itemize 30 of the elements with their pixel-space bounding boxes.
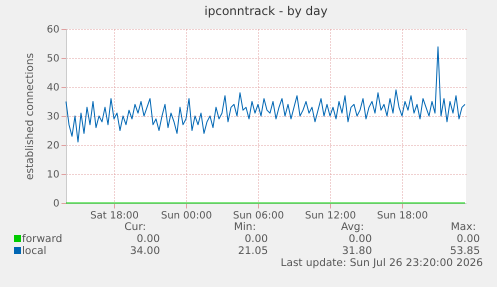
text: 0.00 bbox=[456, 233, 480, 245]
text: Last update: Sun Jul 26 23:20:00 2026 bbox=[280, 257, 483, 269]
text: 21.05 bbox=[238, 245, 268, 257]
y-tick-label: 50 bbox=[46, 54, 60, 64]
y-tick-label: 20 bbox=[46, 140, 60, 152]
x-tick-label: Sun 18:00 bbox=[376, 210, 428, 222]
y-tick-label: 0 bbox=[53, 198, 60, 210]
text: 0.00 bbox=[244, 233, 268, 245]
legend-label: forward bbox=[21, 233, 62, 245]
x-tick-label: Sun 00:00 bbox=[160, 210, 212, 222]
text: 0.00 bbox=[136, 233, 160, 245]
text: Min: bbox=[234, 221, 256, 233]
legend-label: local bbox=[21, 245, 46, 257]
text: 31.80 bbox=[342, 245, 372, 257]
y-tick-label: 10 bbox=[46, 170, 60, 180]
text: 53.85 bbox=[450, 245, 480, 257]
chart-title: ipconntrack - by day bbox=[204, 4, 328, 18]
text: 34.00 bbox=[130, 245, 160, 257]
x-tick-label: Sun 06:00 bbox=[232, 210, 284, 222]
line-series bbox=[66, 46, 466, 142]
x-tick-label: Sun 12:00 bbox=[304, 210, 356, 222]
text: Cur: bbox=[124, 221, 146, 233]
text: 0.00 bbox=[348, 233, 372, 245]
y-tick-label: 30 bbox=[46, 112, 60, 122]
text: Max: bbox=[450, 221, 476, 233]
y-tick-label: 60 bbox=[46, 24, 60, 36]
x-tick-label: Sat 18:00 bbox=[90, 210, 139, 222]
y-tick-label: 40 bbox=[46, 82, 60, 94]
text: Avg: bbox=[341, 221, 364, 233]
y-axis-title: established connections bbox=[24, 53, 36, 180]
